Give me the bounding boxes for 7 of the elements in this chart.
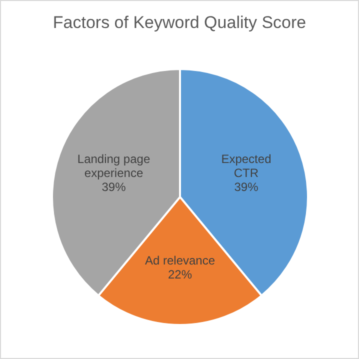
data-label: 39% — [234, 180, 259, 194]
slice-label: Ad relevance — [144, 253, 216, 268]
slice-label: Expected CTR — [221, 152, 272, 180]
slice-label: Landing page experience — [77, 152, 150, 180]
chart-title: Factors of Keyword Quality Score — [52, 13, 306, 32]
data-label: 39% — [102, 180, 126, 194]
data-label: 22% — [168, 267, 192, 282]
